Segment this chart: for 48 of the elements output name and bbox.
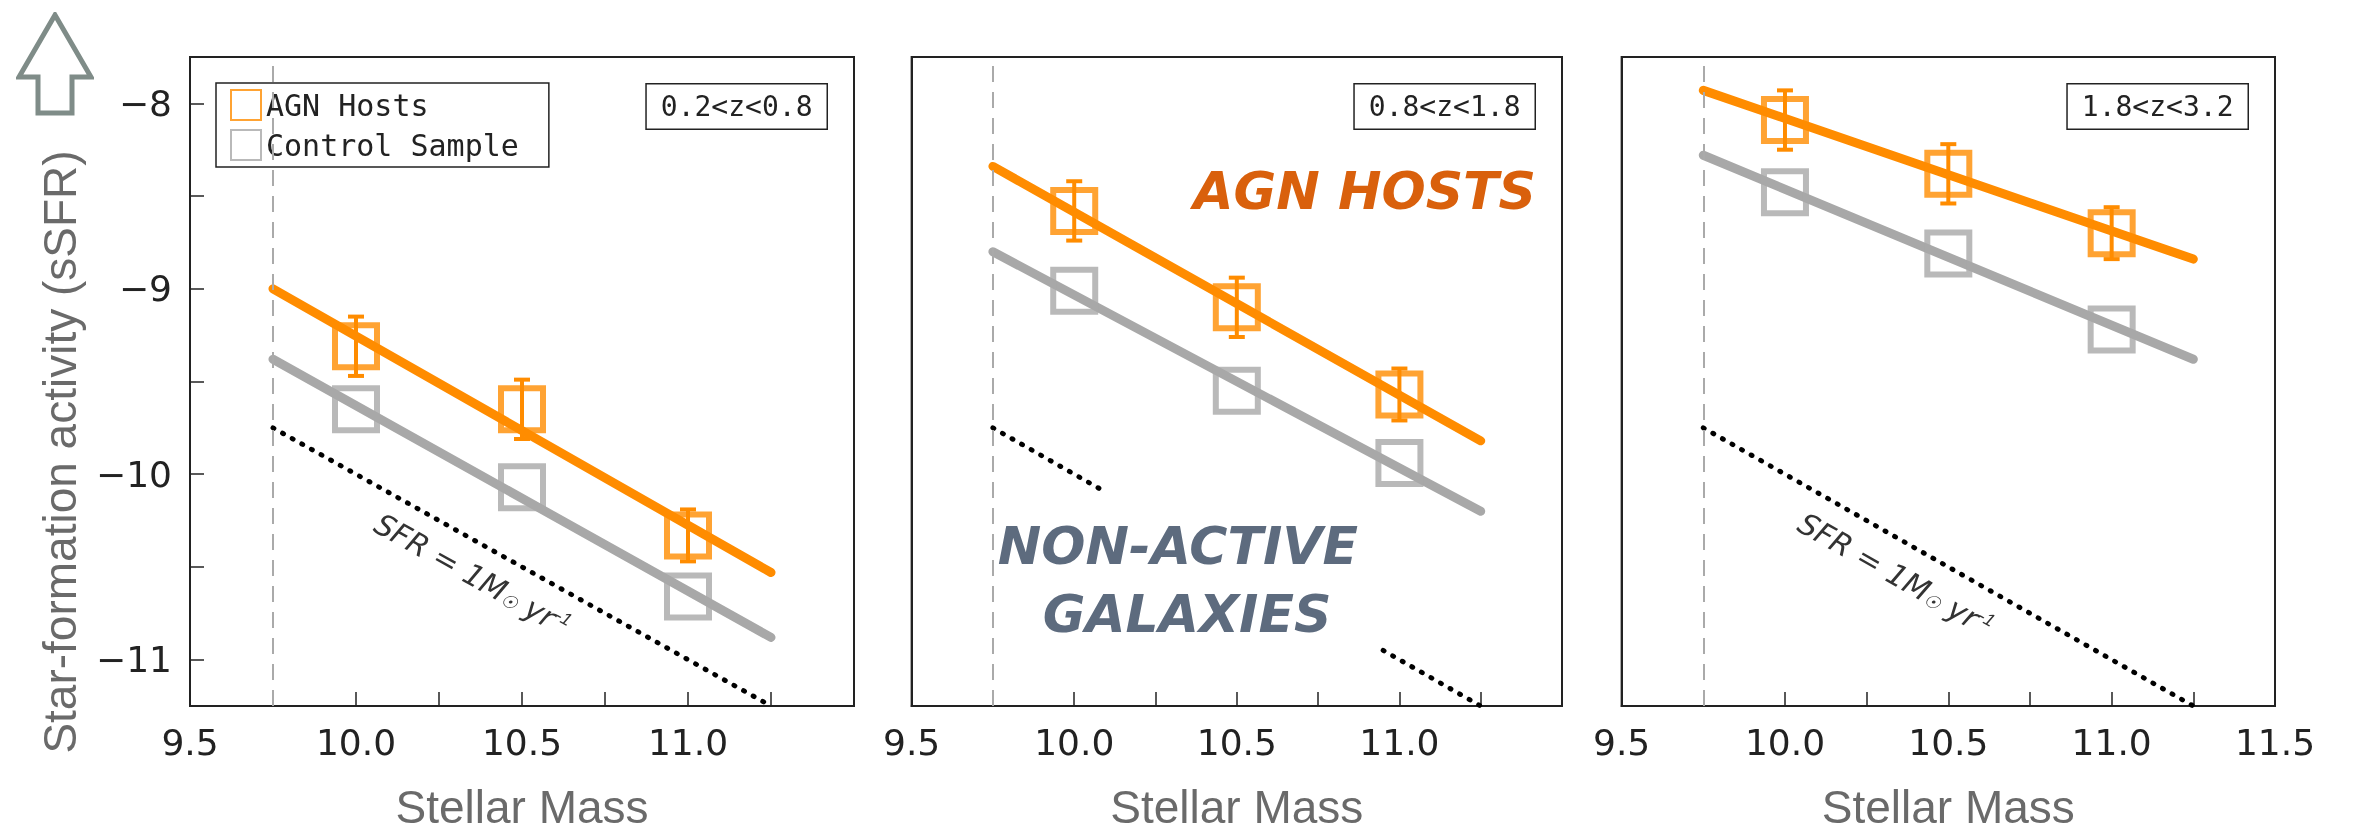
point	[498, 463, 546, 512]
y-tick-label: −8	[118, 82, 172, 124]
point	[1212, 366, 1261, 415]
point	[1212, 283, 1261, 332]
point	[2087, 305, 2136, 354]
point	[332, 322, 380, 371]
annotation: 0.8<z<1.8	[1368, 90, 1521, 123]
annotation: AGN HOSTS	[1189, 161, 1537, 221]
x-tick-label: 10.0	[1034, 721, 1115, 763]
point	[332, 385, 380, 434]
point	[1760, 168, 1809, 217]
point	[1924, 149, 1973, 198]
point	[664, 511, 712, 560]
annotation: 0.2<z<0.8	[660, 90, 813, 123]
x-axis-title: Stellar Mass	[1821, 781, 2075, 833]
point	[1375, 370, 1424, 419]
y-tick-label: −11	[96, 639, 172, 681]
point	[1050, 266, 1099, 315]
point	[1375, 439, 1424, 488]
x-tick-label: 9.5	[1592, 721, 1651, 763]
x-tick-label: 10.0	[315, 721, 397, 763]
y-tick-label: −10	[96, 453, 172, 495]
point	[664, 572, 712, 621]
legend-label: AGN Hosts	[266, 87, 429, 123]
x-tick-label: 10.5	[481, 721, 563, 763]
x-tick-label: 9.5	[882, 721, 941, 763]
point	[1924, 229, 1973, 278]
annotation: SFR = 1M☉ yr-1	[368, 506, 576, 636]
point	[1760, 96, 1809, 145]
x-tick-label: 11.0	[2071, 721, 2152, 763]
x-tick-label: 11.0	[1359, 721, 1440, 763]
x-tick-label: 11.0	[647, 721, 729, 763]
x-tick-label: 11.5	[2234, 721, 2316, 763]
y-tick-label: −9	[118, 268, 172, 310]
x-tick-label: 10.5	[1196, 721, 1277, 763]
point	[498, 385, 546, 434]
annotation: 1.8<z<3.2	[2081, 90, 2234, 123]
point	[1050, 186, 1099, 235]
x-axis-title: Stellar Mass	[1110, 781, 1364, 833]
legend-label: Control Sample	[266, 127, 519, 163]
x-tick-label: 10.0	[1744, 721, 1826, 763]
x-axis-title: Stellar Mass	[395, 781, 649, 833]
y-axis-title: Star-formation activity (sSFR)	[34, 150, 86, 754]
annotation: NON-ACTIVE GALAXIES	[997, 516, 1377, 644]
annotation: SFR = 1M☉ yr-1	[1792, 505, 1999, 637]
point	[2087, 209, 2136, 258]
x-tick-label: 10.5	[1908, 721, 1989, 763]
x-tick-label: 9.5	[161, 721, 219, 763]
